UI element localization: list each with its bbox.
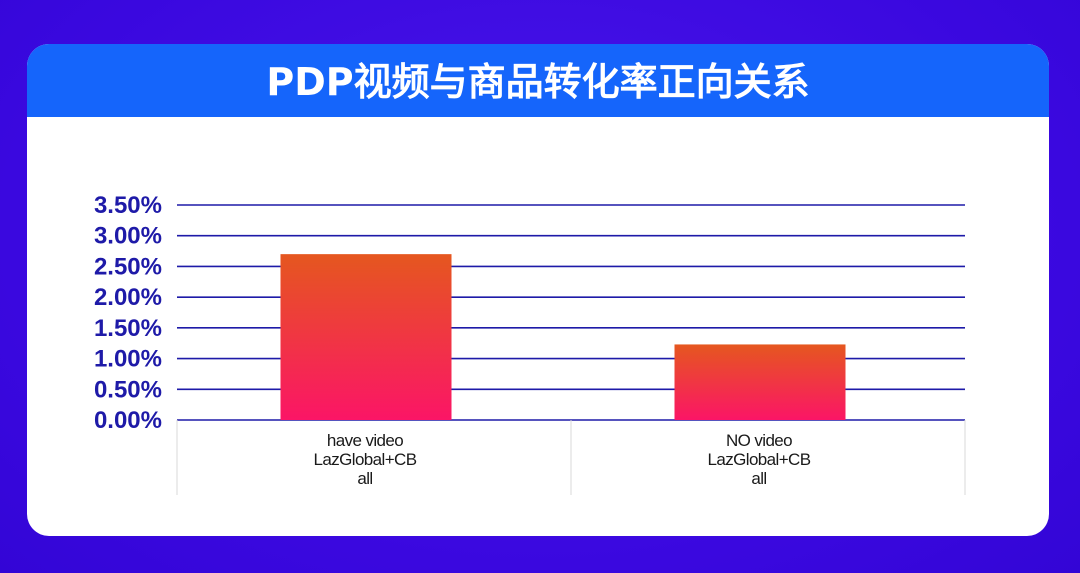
category-label: LazGlobal+CB [314, 450, 417, 469]
bar [674, 344, 846, 420]
category-label: LazGlobal+CB [708, 450, 811, 469]
y-tick-label: 3.50% [94, 192, 162, 219]
bar [280, 254, 452, 420]
y-tick-label: 3.00% [94, 223, 162, 250]
category-label: NO video [726, 431, 792, 450]
y-tick-label: 1.50% [94, 315, 162, 342]
y-tick-label: 0.50% [94, 376, 162, 403]
category-label: have video [327, 431, 403, 450]
bars [280, 254, 846, 420]
card-header: PDP视频与商品转化率正向关系 [27, 44, 1049, 117]
y-tick-label: 1.00% [94, 346, 162, 373]
category-label: all [357, 469, 372, 488]
chart-card: PDP视频与商品转化率正向关系 [27, 44, 1049, 536]
category-label: all [751, 469, 766, 488]
y-tick-label: 2.00% [94, 284, 162, 311]
y-tick-label: 0.00% [94, 407, 162, 434]
y-tick-label: 2.50% [94, 253, 162, 280]
page-title: PDP视频与商品转化率正向关系 [266, 59, 810, 104]
y-axis-ticks: 0.00% 0.50% 1.00% 1.50% 2.00% 2.50% 3.00% 3.50% [94, 192, 162, 434]
